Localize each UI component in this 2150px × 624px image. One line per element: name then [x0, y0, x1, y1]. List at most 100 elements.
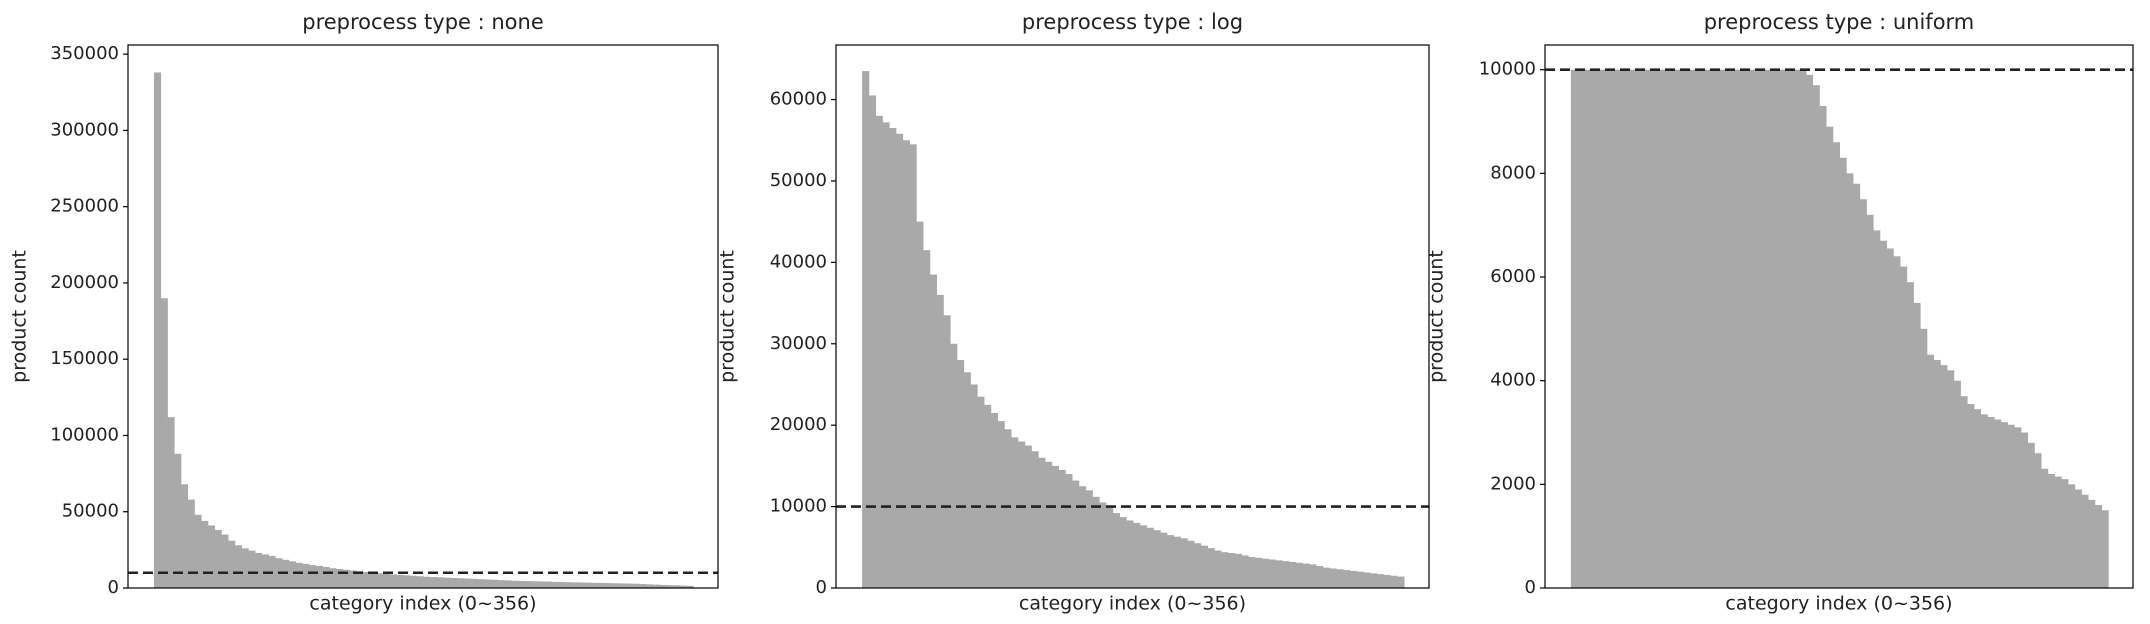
bar — [950, 343, 958, 588]
y-tick-label: 350000 — [50, 43, 119, 64]
bar — [1779, 69, 1787, 589]
bar — [1967, 403, 1975, 588]
bar — [2061, 479, 2069, 588]
y-tick-label: 0 — [816, 577, 827, 598]
y-tick-label: 150000 — [50, 348, 119, 369]
bar — [1570, 69, 1578, 589]
bar — [1678, 69, 1686, 589]
bar — [672, 585, 681, 588]
y-tick-label: 0 — [1525, 577, 1536, 598]
bar — [302, 563, 310, 588]
bar — [977, 396, 985, 588]
bar — [1051, 465, 1059, 588]
bar — [1207, 548, 1215, 588]
bar — [895, 133, 904, 588]
chart-title: preprocess type : log — [1022, 10, 1243, 34]
bar — [605, 583, 613, 588]
bar — [1255, 557, 1263, 588]
chart-title: preprocess type : none — [302, 10, 544, 34]
bar — [1839, 157, 1847, 588]
bar — [524, 581, 532, 588]
bar — [315, 565, 323, 588]
bar — [1691, 69, 1699, 589]
bar — [457, 578, 465, 588]
bar — [261, 554, 269, 588]
bar — [990, 412, 998, 588]
bar — [376, 573, 384, 588]
bar — [153, 72, 162, 588]
bar — [1200, 545, 1209, 588]
bar — [329, 568, 337, 588]
bar — [551, 581, 559, 588]
bar — [1126, 520, 1134, 588]
bar — [2101, 510, 2109, 588]
bar — [1805, 74, 1814, 589]
bar — [1288, 561, 1297, 588]
bar — [470, 578, 478, 588]
bar — [571, 582, 580, 588]
y-tick-label: 10000 — [1479, 59, 1536, 80]
bar — [1638, 69, 1646, 589]
bar — [1105, 506, 1114, 588]
bar — [1078, 486, 1087, 588]
bar — [1752, 69, 1760, 589]
bar — [1812, 85, 1820, 588]
bar — [909, 144, 917, 588]
bar — [1705, 69, 1713, 589]
bar — [2000, 422, 2008, 588]
bar — [1671, 69, 1679, 589]
bar — [1617, 69, 1626, 589]
bar — [1011, 437, 1019, 588]
bar — [1017, 441, 1026, 588]
bar — [2088, 499, 2096, 588]
bar — [396, 574, 404, 588]
bar — [1873, 230, 1881, 589]
bar — [956, 360, 965, 588]
bar — [970, 384, 978, 588]
bar — [1611, 69, 1619, 589]
bar — [221, 534, 229, 588]
y-axis-label: product count — [1426, 250, 1448, 383]
bar — [443, 577, 451, 588]
x-axis-label: category index (0~356) — [1019, 593, 1246, 615]
bar — [875, 115, 883, 589]
bar — [1597, 69, 1605, 589]
bar — [174, 453, 182, 588]
y-axis-label: product count — [717, 250, 739, 383]
x-axis-label: category index (0~356) — [309, 593, 536, 615]
y-axis-label: product count — [9, 250, 31, 383]
axes-frame — [835, 44, 1430, 589]
bar — [598, 582, 606, 588]
bar — [652, 584, 660, 588]
y-tick-label: 40000 — [770, 251, 827, 272]
bar — [1624, 69, 1632, 589]
bar — [2067, 484, 2076, 588]
bar — [1879, 240, 1888, 588]
bar — [1045, 461, 1053, 588]
bar — [1584, 69, 1592, 589]
bar — [308, 565, 317, 588]
bar — [1275, 560, 1283, 588]
bar — [1133, 522, 1141, 588]
bar — [362, 571, 371, 588]
bar — [1099, 502, 1107, 588]
y-tick-label: 50000 — [770, 170, 827, 191]
bar — [464, 578, 472, 588]
bar — [1031, 451, 1039, 588]
bar — [167, 417, 175, 588]
bar — [2081, 494, 2089, 588]
bar — [335, 568, 344, 588]
bar — [923, 250, 931, 588]
bar — [1886, 248, 1894, 588]
bar — [1819, 105, 1827, 589]
bar — [1322, 567, 1330, 588]
bar — [1644, 69, 1652, 589]
bar — [1933, 359, 1941, 588]
bar — [1261, 558, 1269, 588]
bar — [389, 574, 398, 588]
bar — [1316, 566, 1324, 588]
subplot: 0 10000 20000 30000 40000 50000 60000 preproces… — [717, 10, 1430, 615]
y-tick-label: 10000 — [770, 496, 827, 517]
bar — [1664, 69, 1673, 589]
bar — [1180, 538, 1188, 588]
